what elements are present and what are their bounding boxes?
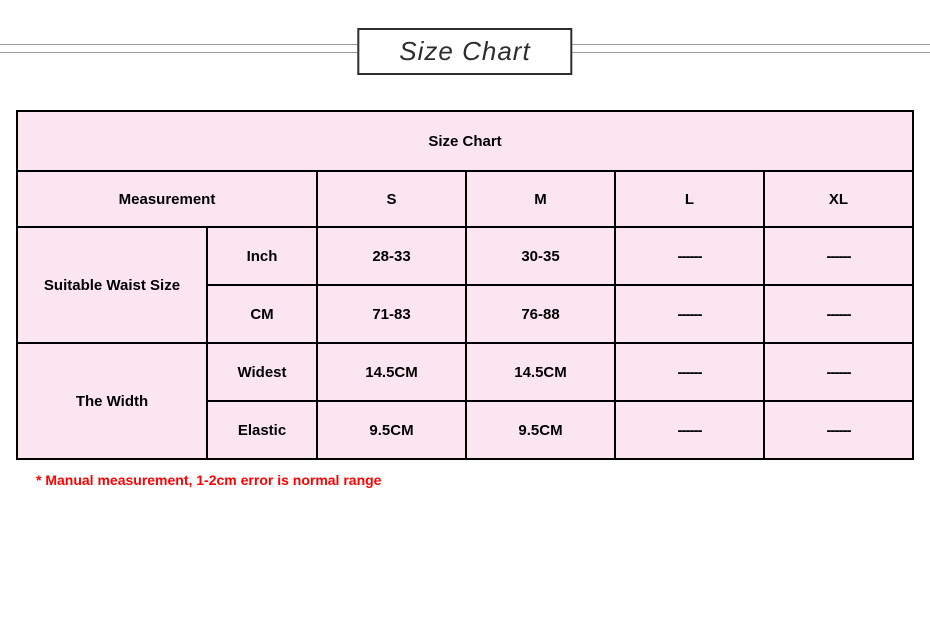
cell: ------ (615, 401, 764, 459)
title-banner: Size Chart (0, 20, 930, 80)
header-measurement: Measurement (17, 171, 317, 227)
unit-inch: Inch (207, 227, 317, 285)
unit-cm: CM (207, 285, 317, 343)
cell: ------ (764, 343, 913, 401)
table-row: Suitable Waist Size Inch 28-33 30-35 ---… (17, 227, 913, 285)
cell: ------ (764, 401, 913, 459)
table-title-row: Size Chart (17, 111, 913, 171)
cell: 14.5CM (317, 343, 466, 401)
banner-title: Size Chart (357, 28, 572, 75)
cell: 76-88 (466, 285, 615, 343)
header-size-l: L (615, 171, 764, 227)
cell: ------ (615, 227, 764, 285)
cell: 30-35 (466, 227, 615, 285)
size-chart-table-wrap: Size Chart Measurement S M L XL Suitable… (16, 110, 914, 488)
header-size-s: S (317, 171, 466, 227)
unit-widest: Widest (207, 343, 317, 401)
cell: 9.5CM (466, 401, 615, 459)
header-size-m: M (466, 171, 615, 227)
size-chart-table: Size Chart Measurement S M L XL Suitable… (16, 110, 914, 460)
cell: 14.5CM (466, 343, 615, 401)
cell: ------ (615, 285, 764, 343)
header-size-xl: XL (764, 171, 913, 227)
cell: ------ (764, 227, 913, 285)
group-label-waist: Suitable Waist Size (17, 227, 207, 343)
cell: ------ (615, 343, 764, 401)
group-label-width: The Width (17, 343, 207, 459)
table-header-row: Measurement S M L XL (17, 171, 913, 227)
table-title-cell: Size Chart (17, 111, 913, 171)
cell: 28-33 (317, 227, 466, 285)
table-row: The Width Widest 14.5CM 14.5CM ------ --… (17, 343, 913, 401)
cell: 71-83 (317, 285, 466, 343)
unit-elastic: Elastic (207, 401, 317, 459)
cell: 9.5CM (317, 401, 466, 459)
footnote-text: * Manual measurement, 1-2cm error is nor… (36, 472, 914, 488)
cell: ------ (764, 285, 913, 343)
